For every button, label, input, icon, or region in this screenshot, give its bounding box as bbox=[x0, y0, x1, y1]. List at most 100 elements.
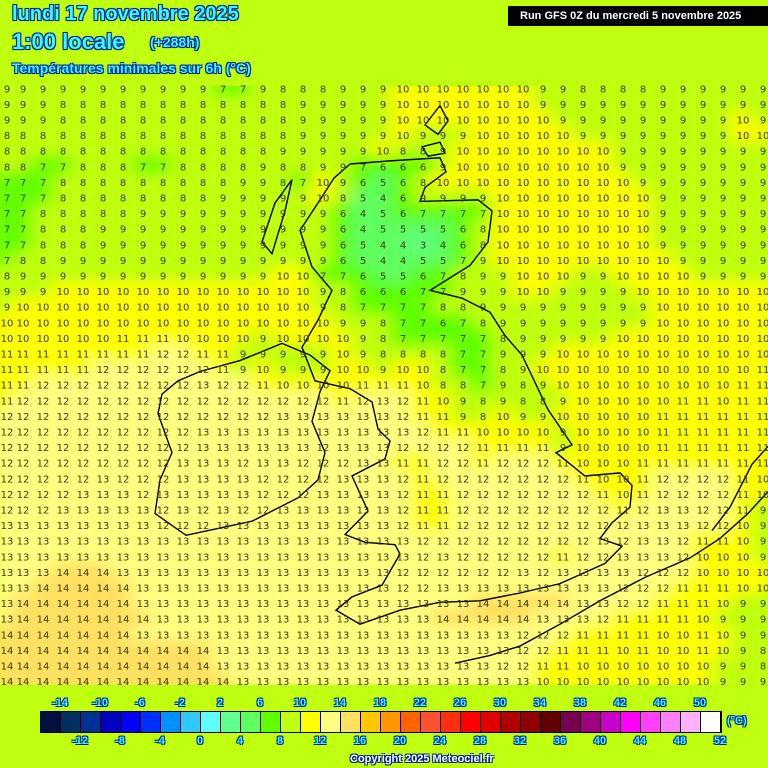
grid-value: 10 bbox=[737, 131, 750, 142]
grid-value: 6 bbox=[380, 287, 386, 298]
grid-value: 10 bbox=[677, 381, 690, 392]
grid-value: 10 bbox=[557, 256, 570, 267]
field-cell bbox=[531, 94, 555, 114]
grid-value: 10 bbox=[617, 178, 630, 189]
grid-value: 9 bbox=[500, 381, 506, 392]
grid-value: 10 bbox=[97, 303, 110, 314]
grid-value: 10 bbox=[457, 147, 470, 158]
grid-value: 9 bbox=[4, 287, 10, 298]
grid-value: 13 bbox=[377, 646, 390, 657]
grid-value: 10 bbox=[297, 272, 310, 283]
legend-tick-label: 52 bbox=[713, 735, 727, 747]
grid-value: 11 bbox=[1, 365, 14, 376]
grid-value: 8 bbox=[180, 116, 186, 127]
grid-value: 8 bbox=[40, 225, 46, 236]
temperature-field bbox=[0, 86, 768, 686]
field-cell bbox=[291, 172, 315, 192]
grid-value: 13 bbox=[157, 568, 170, 579]
grid-value: 13 bbox=[277, 537, 290, 548]
grid-value: 8 bbox=[140, 116, 146, 127]
grid-value: 7 bbox=[4, 225, 10, 236]
grid-value: 11 bbox=[677, 396, 690, 407]
grid-value: 10 bbox=[517, 240, 530, 251]
grid-value: 4 bbox=[380, 256, 386, 267]
field-cell bbox=[751, 250, 768, 270]
grid-value: 12 bbox=[637, 584, 650, 595]
grid-value: 9 bbox=[680, 131, 686, 142]
grid-value: 12 bbox=[237, 412, 250, 423]
grid-value: 13 bbox=[397, 599, 410, 610]
grid-value: 9 bbox=[700, 272, 706, 283]
field-cell bbox=[551, 203, 575, 223]
grid-value: 9 bbox=[600, 100, 606, 111]
field-cell bbox=[171, 281, 195, 301]
grid-value: 9 bbox=[540, 334, 546, 345]
legend-swatch bbox=[541, 712, 561, 732]
grid-value: 11 bbox=[637, 615, 650, 626]
grid-value: 9 bbox=[560, 443, 566, 454]
field-cell bbox=[731, 266, 755, 285]
grid-value: 13 bbox=[77, 552, 90, 563]
grid-value: 10 bbox=[297, 334, 310, 345]
field-cell bbox=[711, 125, 735, 145]
grid-value: 8 bbox=[40, 256, 46, 267]
grid-value: 14 bbox=[57, 677, 70, 688]
field-cell bbox=[631, 266, 655, 285]
grid-value: 11 bbox=[417, 506, 430, 517]
grid-value: 9 bbox=[640, 100, 646, 111]
grid-value: 9 bbox=[160, 225, 166, 236]
grid-value: 10 bbox=[57, 303, 70, 314]
grid-value: 4 bbox=[400, 256, 406, 267]
grid-value: 11 bbox=[697, 584, 710, 595]
grid-value: 10 bbox=[557, 350, 570, 361]
grid-value: 12 bbox=[577, 537, 590, 548]
field-cell bbox=[0, 86, 15, 98]
legend-tick-label: 48 bbox=[673, 735, 687, 747]
grid-value: 10 bbox=[597, 256, 610, 267]
grid-value: 12 bbox=[537, 537, 550, 548]
grid-value: 11 bbox=[557, 552, 570, 563]
grid-value: 9 bbox=[720, 162, 726, 173]
grid-value: 14 bbox=[57, 662, 70, 673]
grid-value: 10 bbox=[257, 318, 270, 329]
grid-value: 13 bbox=[457, 599, 470, 610]
grid-value: 13 bbox=[157, 537, 170, 548]
field-cell bbox=[211, 156, 235, 176]
grid-value: 10 bbox=[597, 162, 610, 173]
field-cell bbox=[611, 250, 635, 270]
grid-value: 12 bbox=[117, 396, 130, 407]
grid-value: 14 bbox=[517, 599, 530, 610]
grid-value: 11 bbox=[457, 428, 470, 439]
grid-value: 8 bbox=[100, 116, 106, 127]
field-cell bbox=[391, 86, 415, 98]
grid-value: 9 bbox=[760, 677, 766, 688]
grid-value: 9 bbox=[260, 178, 266, 189]
grid-value: 11 bbox=[737, 459, 750, 470]
grid-value: 8 bbox=[100, 100, 106, 111]
grid-value: 6 bbox=[340, 225, 346, 236]
grid-value: 12 bbox=[137, 365, 150, 376]
field-cell bbox=[571, 234, 595, 254]
field-cell bbox=[691, 250, 715, 270]
grid-value: 9 bbox=[700, 256, 706, 267]
field-cell bbox=[531, 141, 555, 161]
grid-value: 10 bbox=[757, 303, 768, 314]
grid-value: 8 bbox=[620, 84, 626, 95]
grid-value: 11 bbox=[357, 381, 370, 392]
grid-value: 12 bbox=[597, 521, 610, 532]
grid-value: 9 bbox=[200, 209, 206, 220]
grid-value: 12 bbox=[37, 396, 50, 407]
grid-value: 8 bbox=[480, 396, 486, 407]
field-cell bbox=[51, 188, 75, 207]
grid-value: 12 bbox=[157, 443, 170, 454]
grid-value: 8 bbox=[120, 147, 126, 158]
grid-value: 13 bbox=[17, 537, 30, 548]
grid-value: 13 bbox=[257, 662, 270, 673]
grid-value: 10 bbox=[577, 240, 590, 251]
legend-tick-label: 16 bbox=[353, 735, 367, 747]
grid-value: 5 bbox=[360, 194, 366, 205]
grid-value: 14 bbox=[37, 662, 50, 673]
grid-value: 6 bbox=[420, 162, 426, 173]
grid-value: 9 bbox=[260, 225, 266, 236]
field-cell bbox=[271, 219, 295, 239]
